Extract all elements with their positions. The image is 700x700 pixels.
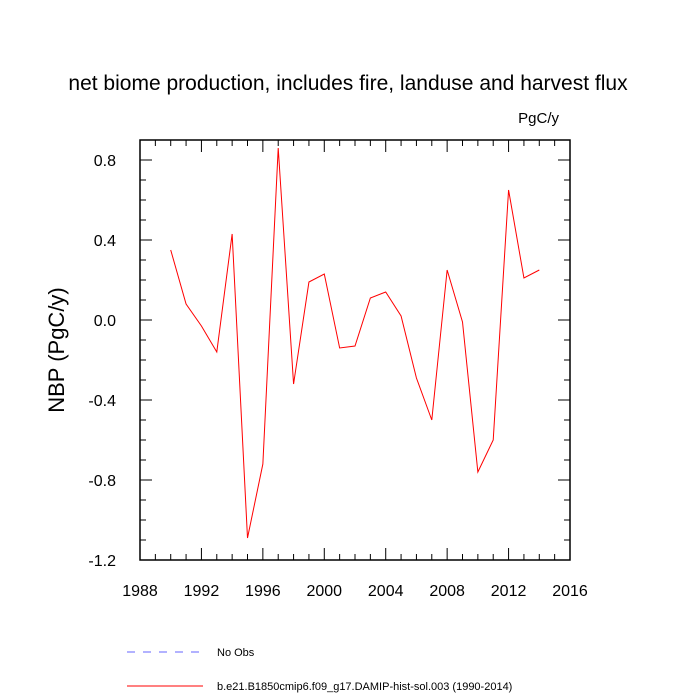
y-axis-label: NBP (PgC/y) [44, 287, 69, 413]
y-tick-label: 0.0 [94, 313, 116, 330]
x-axis-ticks [139, 140, 571, 560]
y-axis-ticks [140, 139, 570, 561]
x-tick-label: 1992 [184, 583, 220, 600]
x-tick-label: 2008 [429, 583, 465, 600]
x-tick-label: 1988 [122, 583, 158, 600]
legend: No Obs b.e21.B1850cmip6.f09_g17.DAMIP-hi… [127, 647, 512, 693]
y-tick-label: -0.8 [88, 473, 116, 490]
legend-label-series: b.e21.B1850cmip6.f09_g17.DAMIP-hist-sol.… [217, 681, 512, 693]
y-tick-label: -1.2 [88, 553, 116, 570]
x-tick-label: 2012 [491, 583, 527, 600]
series-line [170, 147, 540, 539]
x-tick-label: 2016 [552, 583, 588, 600]
y-tick-label: 0.4 [94, 233, 116, 250]
x-axis-tick-labels: 1988 1992 1996 2000 2004 2008 2012 2016 [122, 583, 588, 600]
x-tick-label: 1996 [245, 583, 281, 600]
series-layer [170, 147, 540, 539]
y-axis-tick-labels: -1.2 -0.8 -0.4 0.0 0.4 0.8 [88, 153, 116, 570]
plot-frame [139, 139, 571, 561]
plot-border [139, 139, 571, 561]
x-tick-label: 2000 [306, 583, 342, 600]
y-tick-label: -0.4 [88, 393, 116, 410]
x-tick-label: 2004 [368, 583, 404, 600]
chart-title: net biome production, includes fire, lan… [68, 72, 628, 95]
legend-label-no-obs: No Obs [217, 647, 255, 659]
units-label: PgC/y [518, 110, 559, 127]
y-tick-label: 0.8 [94, 153, 116, 170]
